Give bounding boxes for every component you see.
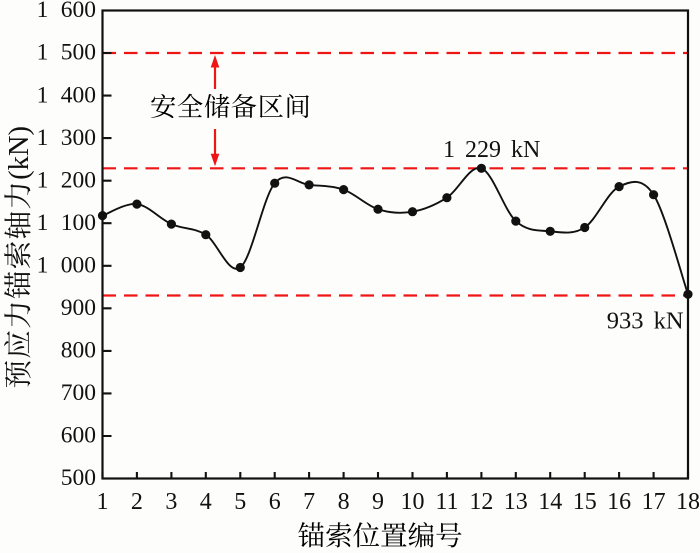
svg-text:500: 500 — [61, 465, 96, 491]
svg-text:1 600: 1 600 — [37, 0, 96, 23]
svg-text:900: 900 — [61, 295, 96, 321]
svg-text:933 kN: 933 kN — [607, 308, 684, 335]
svg-text:4: 4 — [200, 489, 212, 515]
svg-text:15: 15 — [573, 489, 597, 515]
svg-text:1 200: 1 200 — [37, 167, 96, 193]
svg-text:17: 17 — [642, 489, 666, 515]
svg-text:2: 2 — [131, 489, 143, 515]
svg-text:1 229 kN: 1 229 kN — [443, 137, 540, 163]
svg-text:12: 12 — [469, 489, 493, 515]
svg-text:8: 8 — [338, 489, 350, 515]
svg-text:1 300: 1 300 — [37, 125, 96, 151]
svg-text:800: 800 — [61, 338, 96, 364]
svg-text:1 000: 1 000 — [37, 253, 96, 279]
svg-text:700: 700 — [61, 380, 96, 406]
svg-text:1: 1 — [97, 489, 109, 515]
svg-text:14: 14 — [538, 489, 562, 515]
svg-text:18: 18 — [676, 489, 700, 515]
svg-text:1 400: 1 400 — [37, 82, 96, 108]
svg-text:(kN): (kN) — [4, 126, 35, 180]
svg-text:9: 9 — [372, 489, 384, 515]
svg-text:10: 10 — [401, 489, 425, 515]
svg-text:1 500: 1 500 — [37, 40, 96, 66]
svg-text:1 100: 1 100 — [37, 210, 96, 236]
svg-text:11: 11 — [435, 489, 458, 515]
svg-text:16: 16 — [607, 489, 631, 515]
svg-text:6: 6 — [269, 489, 281, 515]
svg-text:600: 600 — [61, 423, 96, 449]
svg-text:5: 5 — [234, 489, 246, 515]
svg-text:7: 7 — [303, 489, 315, 515]
svg-text:3: 3 — [165, 489, 177, 515]
svg-text:13: 13 — [504, 489, 528, 515]
